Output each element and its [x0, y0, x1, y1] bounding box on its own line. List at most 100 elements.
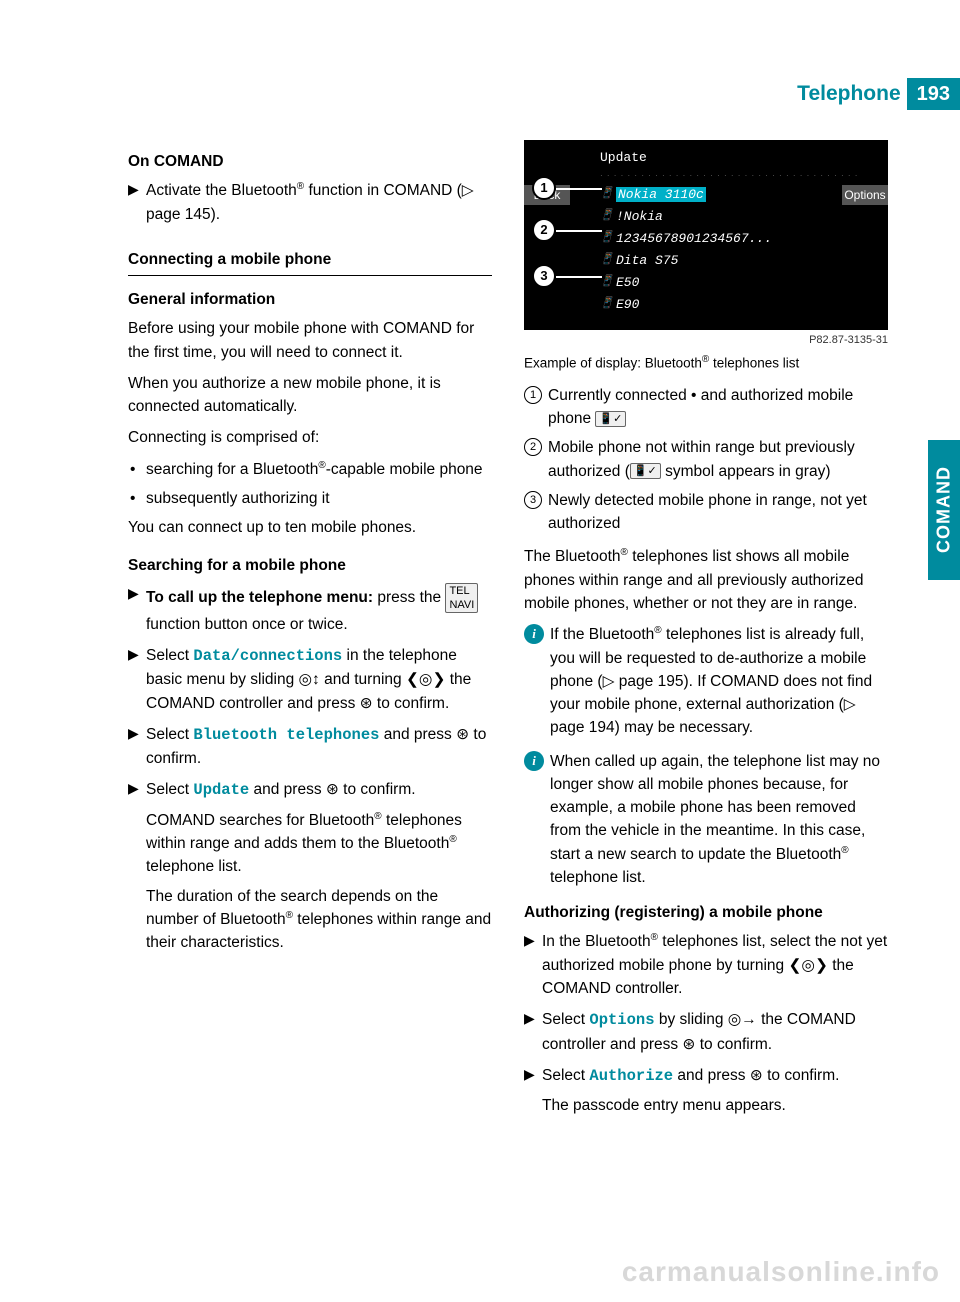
header-title: Telephone — [797, 82, 900, 106]
phone-icon: 📱 — [600, 296, 616, 313]
triangle-icon: ▶ — [128, 179, 146, 226]
triangle-icon: ▶ — [128, 644, 146, 715]
callout-body: Mobile phone not within range but previo… — [548, 436, 888, 483]
step: ▶ To call up the telephone menu: press t… — [128, 583, 492, 636]
step: ▶ Select Authorize and press ⊛ to confir… — [524, 1064, 888, 1118]
step-body: Select Authorize and press ⊛ to confirm.… — [542, 1064, 888, 1118]
right-column: Update · · · · · · · · · · · · · · · · ·… — [524, 140, 888, 1125]
fig-device-name: !Nokia — [616, 207, 888, 227]
phone-icon: 📱 — [600, 208, 616, 225]
heading-general-info: General information — [128, 288, 492, 311]
phone-gray-icon: 📱✓ — [630, 463, 661, 479]
phone-icon: 📱 — [600, 186, 616, 203]
info-icon: i — [524, 751, 544, 771]
info-body: If the Bluetooth® telephones list is alr… — [550, 623, 888, 739]
menu-update: Update — [193, 781, 249, 799]
step: ▶ In the Bluetooth® telephones list, sel… — [524, 930, 888, 1000]
callout-bubble-2: 2 — [532, 218, 556, 242]
fig-row: Back 📱 Nokia 3110c Options — [524, 184, 888, 206]
fig-row: 📱!Nokia — [524, 206, 888, 228]
callout-num-icon: 3 — [524, 491, 542, 509]
heading-connecting: Connecting a mobile phone — [128, 248, 492, 276]
step: ▶ Select Options by sliding ◎→ the COMAN… — [524, 1008, 888, 1056]
menu-data-connections: Data/connections — [193, 647, 342, 665]
left-column: On COMAND ▶ Activate the Bluetooth® func… — [128, 140, 492, 1125]
step-body: Activate the Bluetooth® function in COMA… — [146, 179, 492, 226]
para: You can connect up to ten mobile phones. — [128, 516, 492, 539]
step-activate-bt: ▶ Activate the Bluetooth® function in CO… — [128, 179, 492, 226]
figure-code: P82.87-3135-31 — [524, 332, 888, 349]
para: Connecting is comprised of: — [128, 426, 492, 449]
para: Before using your mobile phone with COMA… — [128, 317, 492, 364]
triangle-icon: ▶ — [524, 1008, 542, 1056]
menu-bluetooth-telephones: Bluetooth telephones — [193, 726, 379, 744]
step-body: To call up the telephone menu: press the… — [146, 583, 492, 636]
fig-device-name: E50 — [616, 273, 888, 293]
fig-device-name: E90 — [616, 295, 888, 315]
bullet: • searching for a Bluetooth®-capable mob… — [130, 458, 492, 481]
triangle-icon: ▶ — [524, 930, 542, 1000]
fig-device-name: Nokia 3110c — [616, 185, 842, 205]
info-body: When called up again, the telephone list… — [550, 750, 888, 890]
info-note: i If the Bluetooth® telephones list is a… — [524, 623, 888, 739]
step-sub: COMAND searches for Bluetooth® telephone… — [146, 809, 492, 879]
info-note: i When called up again, the telephone li… — [524, 750, 888, 890]
watermark: carmanualsonline.info — [622, 1256, 940, 1288]
bullet-icon: • — [130, 487, 146, 510]
fig-row: 📱E90 — [524, 294, 888, 316]
triangle-icon: ▶ — [128, 583, 146, 636]
figure-caption: Example of display: Bluetooth® telephone… — [524, 352, 888, 374]
phone-icon: 📱 — [600, 274, 616, 291]
phone-icon: 📱 — [600, 252, 616, 269]
fig-device-name: Dita S75 — [616, 251, 888, 271]
fig-title: Update — [600, 148, 888, 168]
menu-authorize: Authorize — [589, 1067, 673, 1085]
figure-screen: Update · · · · · · · · · · · · · · · · ·… — [524, 140, 888, 330]
page-number: 193 — [907, 78, 960, 110]
fig-row: 📱E50 — [524, 272, 888, 294]
step: ▶ Select Data/connections in the telepho… — [128, 644, 492, 715]
bullet: • subsequently authorizing it — [130, 487, 492, 510]
step-sub: The duration of the search depends on th… — [146, 885, 492, 955]
callout-1: 1 Currently connected • and authorized m… — [524, 384, 888, 431]
menu-options: Options — [589, 1011, 654, 1029]
triangle-icon: ▶ — [128, 723, 146, 771]
bullet-body: searching for a Bluetooth®-capable mobil… — [146, 458, 483, 481]
fig-row: 📱Dita S75 — [524, 250, 888, 272]
bullet-body: subsequently authorizing it — [146, 487, 330, 510]
step-sub: The passcode entry menu appears. — [542, 1094, 888, 1117]
step-body: Select Bluetooth telephones and press ⊛ … — [146, 723, 492, 771]
triangle-icon: ▶ — [524, 1064, 542, 1118]
phone-check-icon: 📱✓ — [595, 411, 626, 427]
heading-searching: Searching for a mobile phone — [128, 554, 492, 577]
step: ▶ Select Bluetooth telephones and press … — [128, 723, 492, 771]
callout-body: Newly detected mobile phone in range, no… — [548, 489, 888, 536]
callout-body: Currently connected • and authorized mob… — [548, 384, 888, 431]
fig-device-name: 12345678901234567... — [616, 229, 888, 249]
para: The Bluetooth® telephones list shows all… — [524, 545, 888, 615]
fig-divider: · · · · · · · · · · · · · · · · · · · · … — [600, 170, 888, 182]
bluetooth-list-figure: Update · · · · · · · · · · · · · · · · ·… — [524, 140, 888, 348]
step-body: Select Data/connections in the telephone… — [146, 644, 492, 715]
bullet-icon: • — [130, 458, 146, 481]
step-body: Select Update and press ⊛ to confirm. CO… — [146, 778, 492, 954]
callout-3: 3 Newly detected mobile phone in range, … — [524, 489, 888, 536]
step: ▶ Select Update and press ⊛ to confirm. … — [128, 778, 492, 954]
step-body: Select Options by sliding ◎→ the COMAND … — [542, 1008, 888, 1056]
triangle-icon: ▶ — [128, 778, 146, 954]
step-body: In the Bluetooth® telephones list, selec… — [542, 930, 888, 1000]
fig-options-button: Options — [842, 185, 888, 205]
callout-num-icon: 1 — [524, 386, 542, 404]
tel-navi-button-icon: TELNAVI — [445, 583, 478, 613]
callout-line — [556, 230, 602, 232]
callout-bubble-3: 3 — [532, 264, 556, 288]
callout-2: 2 Mobile phone not within range but prev… — [524, 436, 888, 483]
callout-line — [556, 188, 602, 190]
callout-line — [556, 276, 602, 278]
heading-on-comand: On COMAND — [128, 150, 492, 173]
callout-num-icon: 2 — [524, 438, 542, 456]
para: When you authorize a new mobile phone, i… — [128, 372, 492, 419]
side-tab: COMAND — [928, 440, 960, 580]
callout-bubble-1: 1 — [532, 176, 556, 200]
heading-authorizing: Authorizing (registering) a mobile phone — [524, 901, 888, 924]
